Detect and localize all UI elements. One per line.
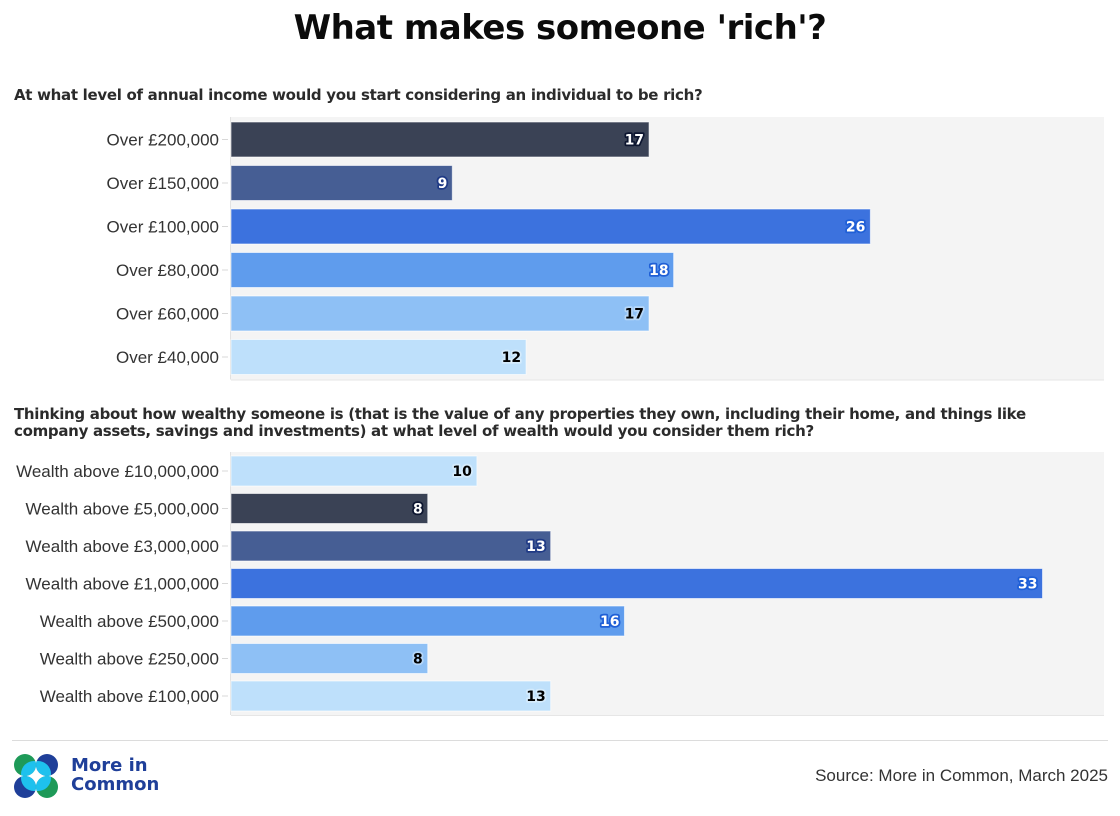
category-label: Wealth above £250,000 [40,650,219,669]
income-bar-chart: Over £200,000 17 Over £150,000 9 Over £100,0… [107,117,1104,381]
data-label: 8 [413,502,423,518]
bar [230,339,527,375]
brand-name: More in Common [71,756,159,794]
bar [230,530,552,562]
data-label: 13 [526,539,545,555]
bar [230,643,429,674]
brand-line-1: More in [71,755,148,776]
category-label: Wealth above £1,000,000 [26,575,219,594]
data-label: 8 [413,652,423,668]
category-label: Over £200,000 [107,131,219,150]
data-label: 12 [502,350,521,366]
data-label: 16 [600,614,619,630]
bar [230,455,478,487]
category-label: Over £150,000 [107,174,219,193]
bar [230,493,429,524]
category-label: Wealth above £10,000,000 [16,462,219,481]
bar [230,605,625,637]
category-label: Wealth above £3,000,000 [26,537,219,556]
data-label: 9 [438,176,448,192]
bar [230,252,675,288]
plot-background [231,117,1104,380]
chart1-question: At what level of annual income would you… [14,86,703,104]
category-label: Over £100,000 [107,218,219,237]
data-label: 13 [526,689,545,705]
category-label: Over £60,000 [116,305,219,324]
footer-divider [12,740,1108,741]
data-label: 26 [846,220,865,236]
category-label: Over £40,000 [116,348,219,367]
data-label: 10 [452,464,472,480]
more-in-common-logo-icon [14,754,58,798]
category-label: Wealth above £5,000,000 [26,500,219,519]
wealth-bar-chart: Wealth above £10,000,000 10 Wealth above £… [16,452,1104,716]
category-label: Wealth above £500,000 [40,612,219,631]
bar [230,121,650,158]
data-label: 33 [1018,577,1037,593]
bar [230,568,1044,599]
data-label: 17 [625,133,644,149]
bar [230,165,453,201]
category-label: Over £80,000 [116,261,219,280]
chart-title: What makes someone 'rich'? [293,8,827,48]
chart2-question: Thinking about how wealthy someone is (t… [14,405,1026,440]
data-label: 17 [625,307,644,323]
source-note: Source: More in Common, March 2025 [815,766,1108,785]
category-label: Wealth above £100,000 [40,687,219,706]
data-label: 18 [649,263,668,279]
bar [230,208,871,245]
brand-line-2: Common [71,774,160,795]
bar [230,680,552,712]
bar [230,295,650,332]
